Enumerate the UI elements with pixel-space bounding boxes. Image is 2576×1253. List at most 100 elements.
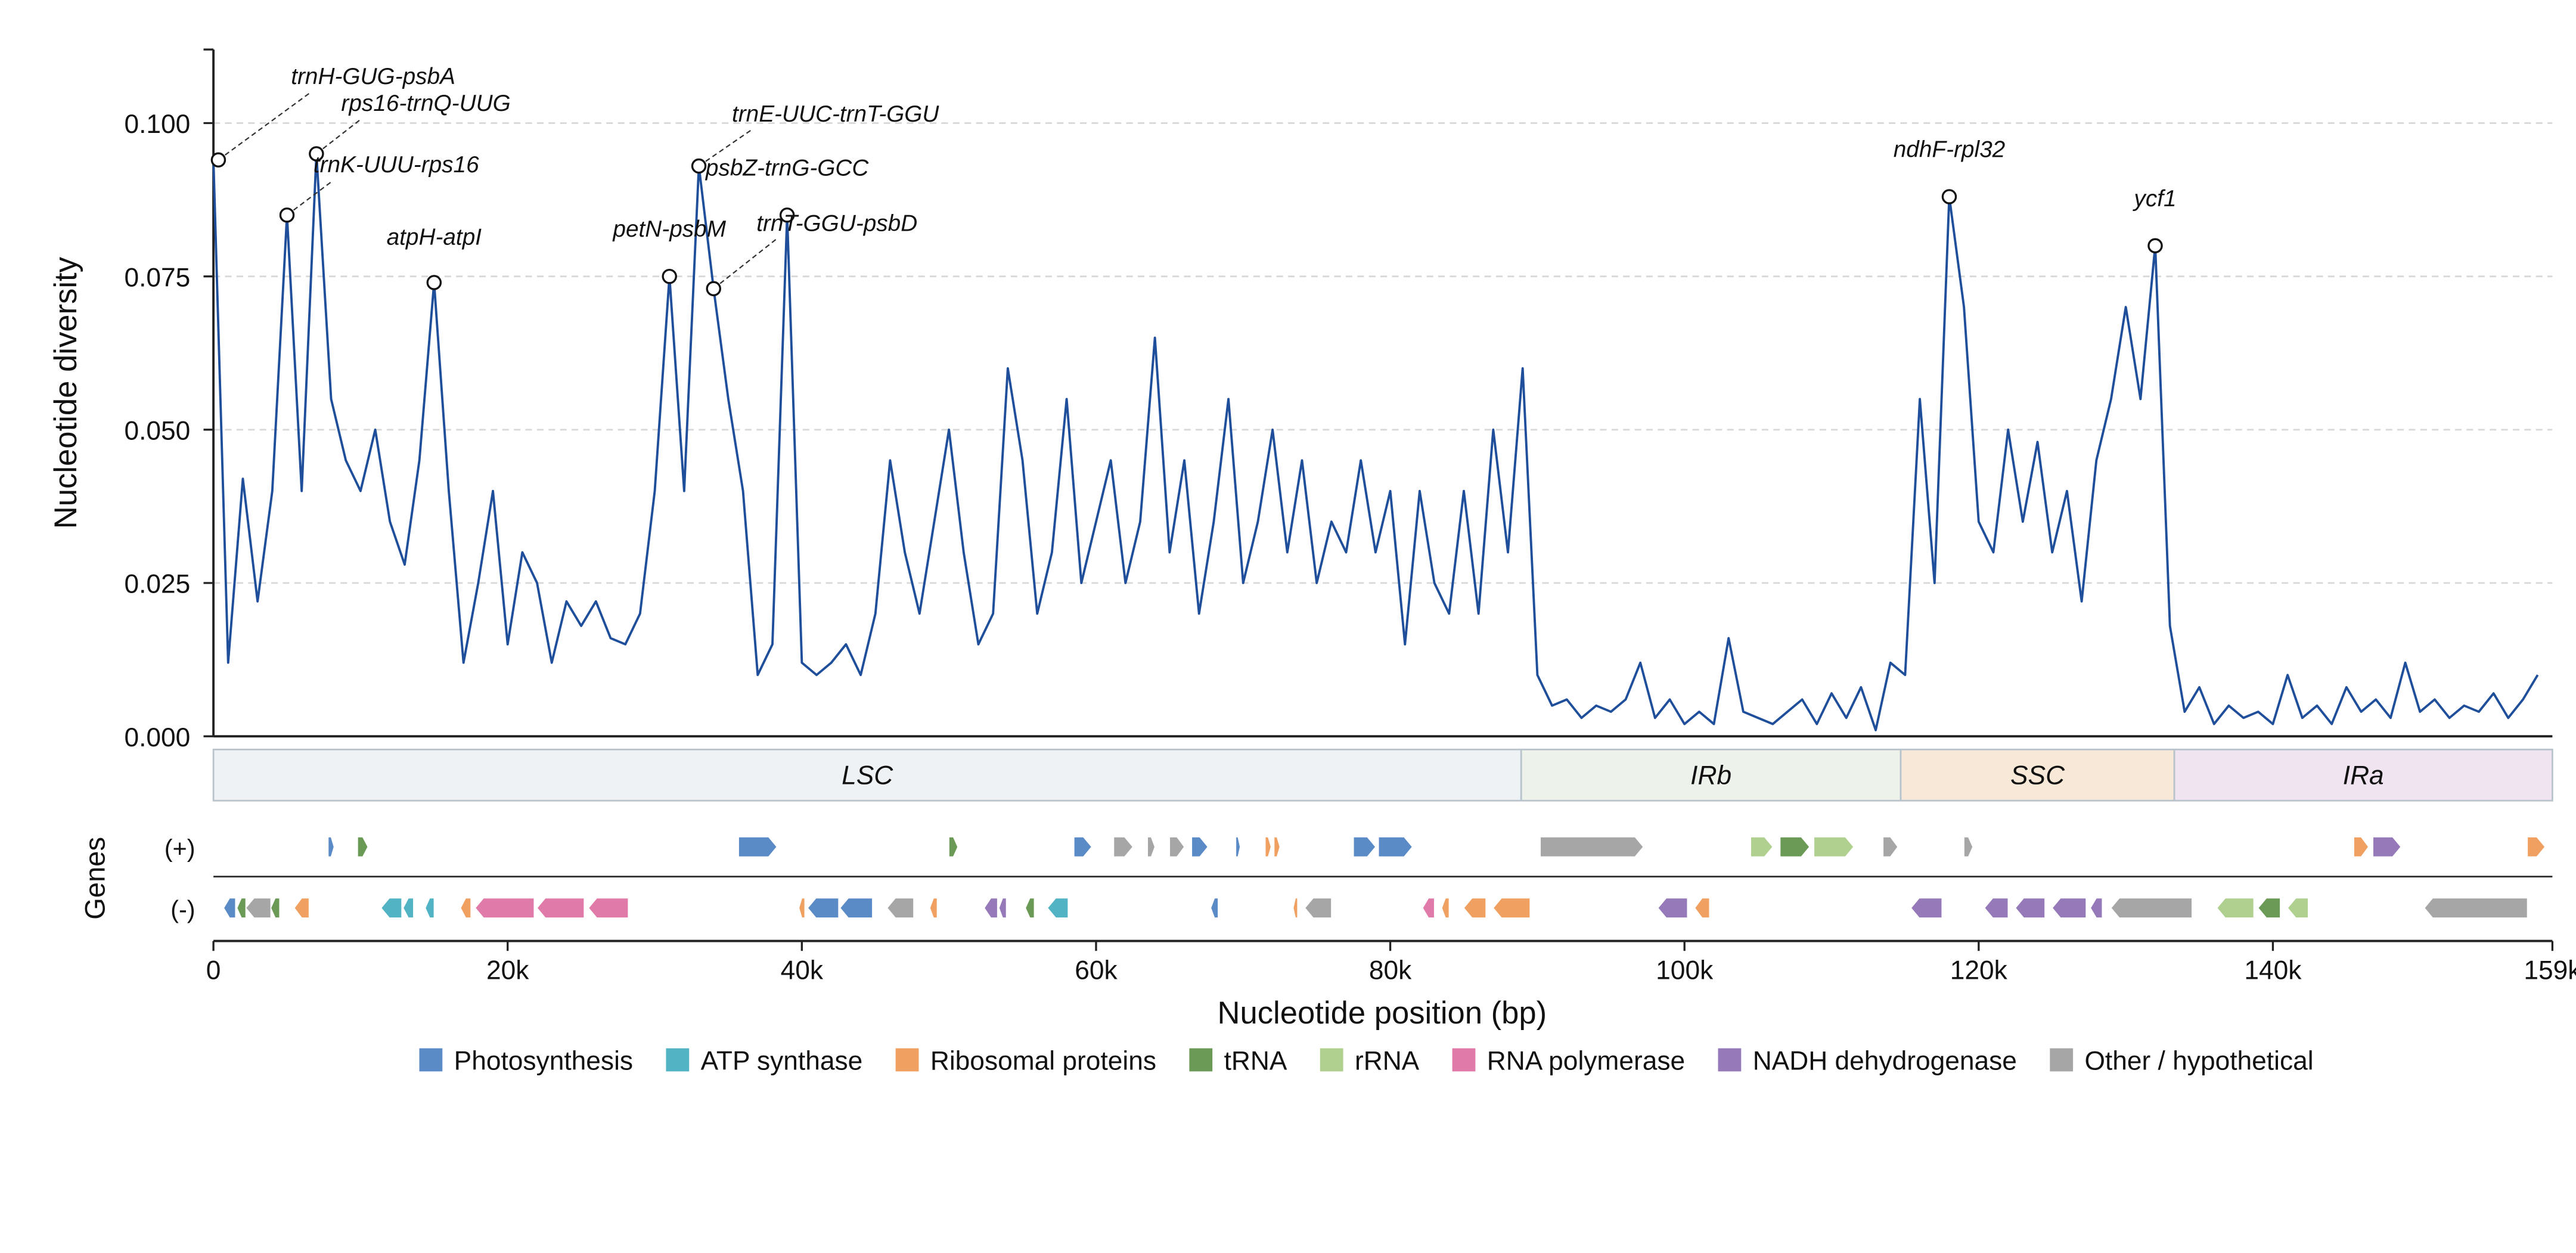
region <box>212 748 1522 802</box>
gene <box>1235 836 1241 858</box>
gene <box>474 897 535 919</box>
gene <box>983 897 998 919</box>
annotation-leader <box>698 129 752 167</box>
region-label: IRa <box>2343 761 2384 790</box>
x-tick-label: 40k <box>781 956 824 985</box>
genes-label: Genes <box>79 837 110 920</box>
y-tick-label: 0.075 <box>124 263 190 292</box>
y-tick-label: 0.000 <box>124 723 190 752</box>
annotation-marker <box>309 146 324 162</box>
annotation-marker <box>426 275 442 290</box>
gene <box>2287 897 2309 919</box>
x-tick-label: 20k <box>486 956 529 985</box>
gene <box>1540 836 1644 858</box>
gene <box>2052 897 2087 919</box>
gene <box>2216 897 2255 919</box>
annotation-label: trnK-UUU-rps16 <box>314 152 479 178</box>
region-label: SSC <box>2010 761 2065 790</box>
gene <box>1422 897 1435 919</box>
gene <box>1265 836 1272 858</box>
legend-swatch <box>666 1048 690 1072</box>
legend-label: RNA polymerase <box>1487 1047 1685 1076</box>
gene <box>1304 897 1332 919</box>
gene <box>2372 836 2402 858</box>
y-axis-label: Nucleotide diversity <box>48 256 83 529</box>
gene <box>327 836 335 858</box>
gene <box>1191 836 1209 858</box>
x-tick-label: 60k <box>1075 956 1118 985</box>
gene <box>1813 836 1854 858</box>
annotation-label: ndhF-rpl32 <box>1894 137 2005 162</box>
gene <box>1441 897 1450 919</box>
gene <box>1657 897 1688 919</box>
annotation-leader <box>286 179 334 216</box>
x-tick-label: 120k <box>1950 956 2008 985</box>
gene <box>460 897 471 919</box>
gene <box>1025 897 1035 919</box>
gene <box>2090 897 2103 919</box>
annotation-label: trnT-GGU-psbD <box>756 210 917 236</box>
region-label: LSC <box>842 761 893 790</box>
gene <box>402 897 414 919</box>
annotation-label: psbZ-trnG-GCC <box>705 155 870 181</box>
gene <box>236 897 247 919</box>
gene <box>2527 836 2546 858</box>
annotation-label: trnH-GUG-psbA <box>291 64 455 89</box>
legend: Photosynthesis ATP synthase Ribosomal prot… <box>419 1047 2314 1076</box>
gene <box>245 897 272 919</box>
gene <box>1147 836 1156 858</box>
gene <box>2257 897 2281 919</box>
x-tick-label: 140k <box>2244 956 2302 985</box>
gene <box>807 897 839 919</box>
annotation-marker <box>2147 238 2163 253</box>
gene <box>424 897 435 919</box>
x-tick-label: 100k <box>1656 956 1714 985</box>
gene <box>1047 897 1069 919</box>
gene <box>1750 836 1774 858</box>
annotation-marker <box>662 268 677 284</box>
gene <box>1910 897 1942 919</box>
legend-swatch <box>1189 1048 1213 1072</box>
gene <box>1169 836 1185 858</box>
gene <box>886 897 914 919</box>
gene <box>536 897 585 919</box>
legend-swatch <box>895 1048 919 1072</box>
annotation-marker <box>691 158 707 174</box>
annotation-label: atpH-atpI <box>387 224 482 250</box>
gene <box>798 897 805 919</box>
legend-swatch <box>419 1048 443 1072</box>
annotation-label: petN-psbM <box>612 216 726 242</box>
gene <box>293 897 310 919</box>
region <box>2173 748 2553 802</box>
annotation-marker <box>1941 189 1957 204</box>
annotation-marker <box>706 281 721 296</box>
legend-swatch <box>1320 1048 1343 1072</box>
gene <box>2111 897 2193 919</box>
annotation-leader <box>316 118 362 154</box>
gene <box>380 897 402 919</box>
y-tick-label: 0.050 <box>124 416 190 445</box>
annotation-marker <box>279 207 295 223</box>
legend-label: rRNA <box>1355 1047 1420 1076</box>
annotation-marker <box>210 152 226 168</box>
region-label: IRb <box>1690 761 1731 790</box>
gene <box>1492 897 1531 919</box>
gene <box>1984 897 2009 919</box>
legend-label: Ribosomal proteins <box>930 1047 1156 1076</box>
gene <box>1694 897 1710 919</box>
gene <box>998 897 1007 919</box>
x-axis-label: Nucleotide position (bp) <box>1217 995 1547 1031</box>
x-tick-label: 80k <box>1369 956 1412 985</box>
diversity-line <box>212 153 2539 731</box>
gene <box>588 897 629 919</box>
gene <box>738 836 778 858</box>
gene <box>1113 836 1134 858</box>
legend-swatch <box>1452 1048 1476 1072</box>
gene <box>948 836 958 858</box>
gene <box>1292 897 1298 919</box>
legend-label: Other / hypothetical <box>2084 1047 2313 1076</box>
annotation-leader <box>218 91 312 161</box>
gene <box>223 897 236 919</box>
